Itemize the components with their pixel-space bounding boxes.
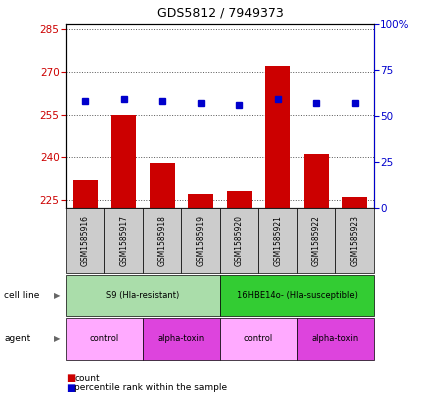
Text: GSM1585916: GSM1585916	[81, 215, 90, 266]
Bar	[227, 191, 252, 208]
Text: GSM1585920: GSM1585920	[235, 215, 244, 266]
Bar	[73, 180, 98, 208]
Bar	[105, 208, 143, 273]
Text: GSM1585919: GSM1585919	[196, 215, 205, 266]
Bar	[220, 275, 374, 316]
Bar	[342, 197, 367, 208]
Text: control: control	[244, 334, 273, 343]
Text: count: count	[74, 374, 100, 382]
Text: alpha-toxin: alpha-toxin	[158, 334, 205, 343]
Text: control: control	[90, 334, 119, 343]
Bar	[66, 208, 105, 273]
Bar	[258, 208, 297, 273]
Bar	[220, 318, 297, 360]
Bar	[143, 318, 220, 360]
Bar	[181, 208, 220, 273]
Bar	[66, 275, 220, 316]
Bar	[66, 318, 143, 360]
Bar	[297, 208, 335, 273]
Text: agent: agent	[4, 334, 31, 343]
Text: 16HBE14o- (Hla-susceptible): 16HBE14o- (Hla-susceptible)	[237, 291, 357, 300]
Text: ▶: ▶	[54, 291, 61, 300]
Bar	[111, 114, 136, 208]
Text: GSM1585922: GSM1585922	[312, 215, 321, 266]
Text: GSM1585923: GSM1585923	[350, 215, 359, 266]
Text: ■: ■	[66, 383, 75, 393]
Text: GSM1585918: GSM1585918	[158, 215, 167, 266]
Bar	[265, 66, 290, 208]
Bar	[150, 163, 175, 208]
Text: GSM1585917: GSM1585917	[119, 215, 128, 266]
Text: S9 (Hla-resistant): S9 (Hla-resistant)	[106, 291, 179, 300]
Bar	[304, 154, 329, 208]
Text: ■: ■	[66, 373, 75, 383]
Text: ▶: ▶	[54, 334, 61, 343]
Bar	[335, 208, 374, 273]
Bar	[143, 208, 181, 273]
Title: GDS5812 / 7949373: GDS5812 / 7949373	[156, 7, 283, 20]
Bar	[220, 208, 258, 273]
Text: cell line: cell line	[4, 291, 40, 300]
Bar	[188, 194, 213, 208]
Text: percentile rank within the sample: percentile rank within the sample	[74, 384, 227, 392]
Text: GSM1585921: GSM1585921	[273, 215, 282, 266]
Text: alpha-toxin: alpha-toxin	[312, 334, 359, 343]
Bar	[297, 318, 374, 360]
